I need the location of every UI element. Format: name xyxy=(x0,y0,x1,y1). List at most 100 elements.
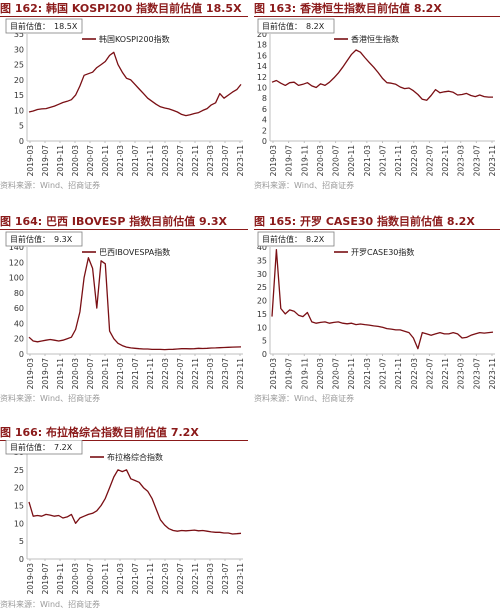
title-rule xyxy=(0,16,248,17)
x-tick-label: 2019-11 xyxy=(56,145,65,177)
y-tick-label: 5 xyxy=(19,537,24,546)
current-valuation-value: 18.5X xyxy=(54,22,78,31)
x-tick-label: 2021-07 xyxy=(379,145,388,177)
x-tick-label: 2020-11 xyxy=(101,358,110,390)
x-tick-label: 2021-07 xyxy=(131,563,140,595)
x-tick-label: 2023-07 xyxy=(472,145,481,177)
x-tick-label: 2022-11 xyxy=(191,145,200,177)
title-rule xyxy=(0,440,248,441)
y-tick-label: 5 xyxy=(262,337,267,346)
chart-panel-kospi200: 图 162: 韩国 KOSPI200 指数目前估值 18.5X 0 5 10 15 20… xyxy=(0,0,248,194)
y-tick-label: 40 xyxy=(257,243,267,252)
x-tick-label: 2021-03 xyxy=(116,563,125,595)
current-valuation-value: 9.3X xyxy=(54,235,73,244)
y-tick-label: 140 xyxy=(9,243,24,252)
x-tick-label: 2022-07 xyxy=(176,563,185,595)
x-tick-label: 2023-11 xyxy=(488,358,497,390)
title-rule xyxy=(254,229,500,230)
x-tick-label: 2022-11 xyxy=(191,358,200,390)
x-tick-label: 2020-07 xyxy=(332,358,341,390)
x-tick-label: 2021-11 xyxy=(394,145,403,177)
chart-svg: 0 20 40 60 80 100 120 140 2019-03 2019-07 2019-11 2… xyxy=(5,231,245,390)
y-tick-label: 20 xyxy=(14,335,24,344)
x-tick-label: 2020-03 xyxy=(316,145,325,177)
x-tick-label: 2023-11 xyxy=(236,563,245,595)
y-tick-label: 100 xyxy=(9,274,24,283)
x-tick-label: 2020-11 xyxy=(347,145,356,177)
x-tick-label: 2023-07 xyxy=(221,358,230,390)
figure-title: 图 163: 香港恒生指数目前估值 8.2X xyxy=(254,2,442,15)
chart-svg: 0 5 10 15 20 25 30 35 40 2019-03 2019-07 2019-11 202… xyxy=(257,231,497,390)
x-tick-label: 2023-11 xyxy=(236,145,245,177)
x-tick-label: 2021-03 xyxy=(116,145,125,177)
x-tick-label: 2021-11 xyxy=(394,358,403,390)
chart-svg: 0 5 10 15 20 25 30 35 2019-03 2019-07 2019-11 2020-… xyxy=(5,18,245,177)
x-tick-label: 2019-11 xyxy=(56,358,65,390)
x-tick-label: 2022-03 xyxy=(161,563,170,595)
x-tick-label: 2019-07 xyxy=(41,563,50,595)
x-tick-label: 2019-03 xyxy=(26,563,35,595)
y-tick-label: 15 xyxy=(14,91,24,100)
y-tick-label: 14 xyxy=(257,62,267,71)
current-valuation-label: 目前估值： xyxy=(10,442,50,452)
x-tick-label: 2019-03 xyxy=(26,358,35,390)
chart-svg: 0510152025302019-032019-072019-112020-03… xyxy=(5,440,245,595)
y-tick-label: 35 xyxy=(257,256,267,265)
y-tick-label: 20 xyxy=(14,76,24,85)
figure-title: 图 166: 布拉格综合指数目前估值 7.2X xyxy=(0,426,199,439)
current-valuation-value: 8.2X xyxy=(306,22,325,31)
legend-label: 开罗CASE30指数 xyxy=(351,247,414,257)
x-tick-label: 2022-11 xyxy=(191,563,200,595)
x-tick-label: 2021-11 xyxy=(146,145,155,177)
x-tick-label: 2023-11 xyxy=(488,145,497,177)
x-tick-label: 2020-03 xyxy=(71,358,80,390)
y-tick-label: 2 xyxy=(262,126,267,135)
y-tick-label: 30 xyxy=(14,45,24,54)
x-tick-label: 2020-11 xyxy=(101,563,110,595)
y-tick-label: 0 xyxy=(19,350,24,359)
y-tick-label: 15 xyxy=(14,502,24,511)
series-line xyxy=(28,469,242,535)
y-tick-label: 35 xyxy=(14,30,24,39)
y-tick-label: 20 xyxy=(257,30,267,39)
current-valuation-label: 目前估值： xyxy=(10,234,50,244)
y-tick-label: 10 xyxy=(14,106,24,115)
x-tick-label: 2019-07 xyxy=(41,358,50,390)
x-tick-label: 2020-11 xyxy=(101,145,110,177)
y-tick-label: 5 xyxy=(19,122,24,131)
y-tick-label: 18 xyxy=(257,41,267,50)
y-tick-label: 10 xyxy=(257,323,267,332)
chart-panel-prague: 图 166: 布拉格综合指数目前估值 7.2X 0510152025302019… xyxy=(0,424,248,611)
figure-title: 图 164: 巴西 IBOVESP 指数目前估值 9.3X xyxy=(0,215,228,228)
x-tick-label: 2022-11 xyxy=(441,358,450,390)
series-line xyxy=(28,257,242,351)
x-tick-label: 2022-03 xyxy=(161,145,170,177)
x-tick-label: 2021-03 xyxy=(116,358,125,390)
current-valuation-label: 目前估值： xyxy=(262,234,302,244)
x-tick-label: 2022-07 xyxy=(425,358,434,390)
legend-label: 布拉格综合指数 xyxy=(107,452,163,462)
y-tick-label: 0 xyxy=(19,137,24,146)
y-tick-label: 0 xyxy=(262,350,267,359)
x-tick-label: 2023-11 xyxy=(236,358,245,390)
current-valuation-box xyxy=(5,18,83,34)
source-note: 资料来源：Wind、招商证券 xyxy=(0,394,101,403)
y-tick-label: 40 xyxy=(14,319,24,328)
x-tick-label: 2023-03 xyxy=(206,145,215,177)
x-tick-label: 2020-07 xyxy=(332,145,341,177)
series-line xyxy=(28,51,242,117)
current-valuation-box xyxy=(257,18,335,34)
x-tick-label: 2019-03 xyxy=(269,145,278,177)
y-tick-label: 80 xyxy=(14,289,24,298)
y-tick-label: 60 xyxy=(14,304,24,313)
current-valuation-box xyxy=(5,440,83,455)
y-tick-label: 4 xyxy=(262,116,267,125)
x-tick-label: 2019-03 xyxy=(269,358,278,390)
source-note: 资料来源：Wind、招商证券 xyxy=(254,181,355,190)
x-tick-label: 2019-11 xyxy=(56,563,65,595)
x-tick-label: 2019-07 xyxy=(285,145,294,177)
x-tick-label: 2019-03 xyxy=(26,145,35,177)
x-tick-label: 2021-11 xyxy=(146,563,155,595)
x-tick-label: 2022-07 xyxy=(425,145,434,177)
y-tick-label: 0 xyxy=(262,137,267,146)
